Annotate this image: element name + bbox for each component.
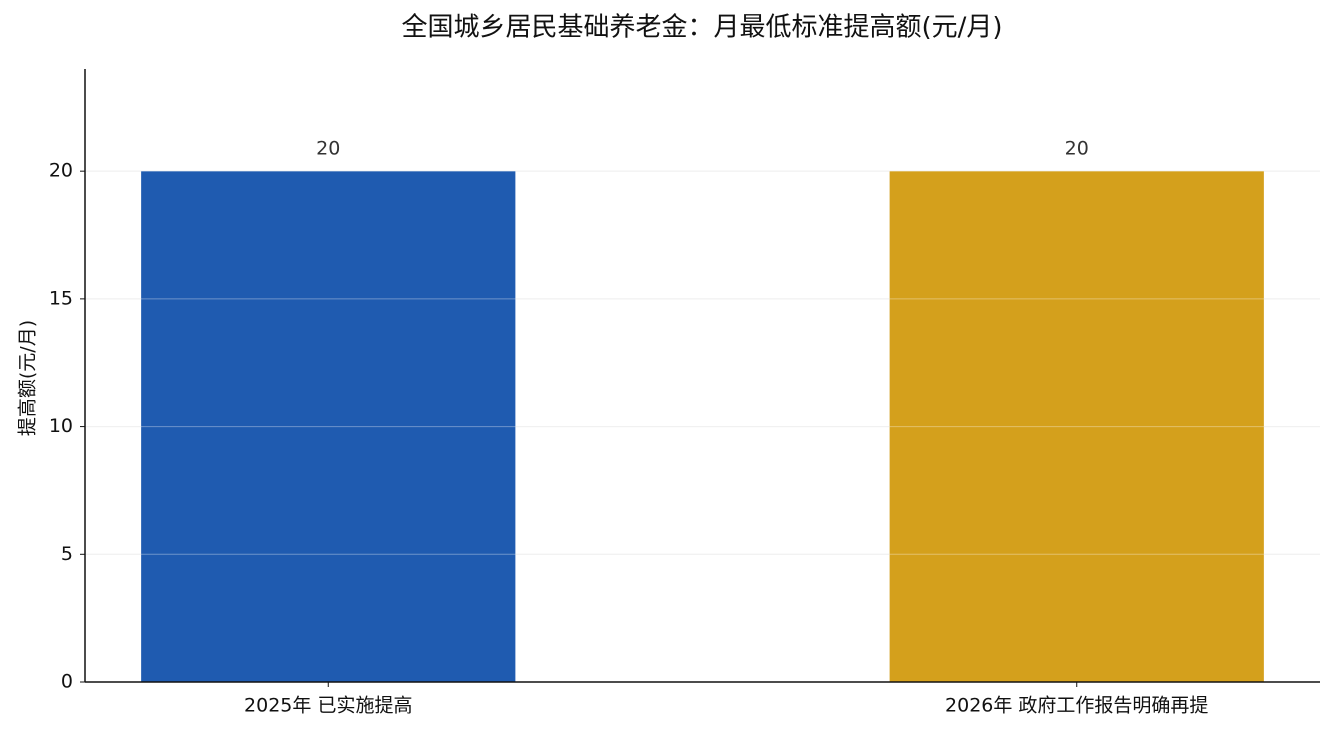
y-tick-label: 20 (49, 160, 73, 182)
x-tick-label: 2025年 已实施提高 (244, 695, 412, 717)
value-label: 20 (1065, 138, 1089, 160)
y-tick-label: 10 (49, 415, 73, 437)
y-tick-label: 15 (49, 287, 73, 309)
x-tick-label: 2026年 政府工作报告明确再提 (945, 695, 1208, 717)
y-tick-label: 0 (61, 671, 73, 693)
bar (889, 171, 1264, 682)
y-tick-label: 5 (61, 543, 73, 565)
value-label: 20 (316, 138, 340, 160)
chart-title: 全国城乡居民基础养老金：月最低标准提高额(元/月) (401, 13, 1002, 43)
y-axis-label: 提高额(元/月) (17, 320, 39, 436)
bar (141, 171, 516, 682)
